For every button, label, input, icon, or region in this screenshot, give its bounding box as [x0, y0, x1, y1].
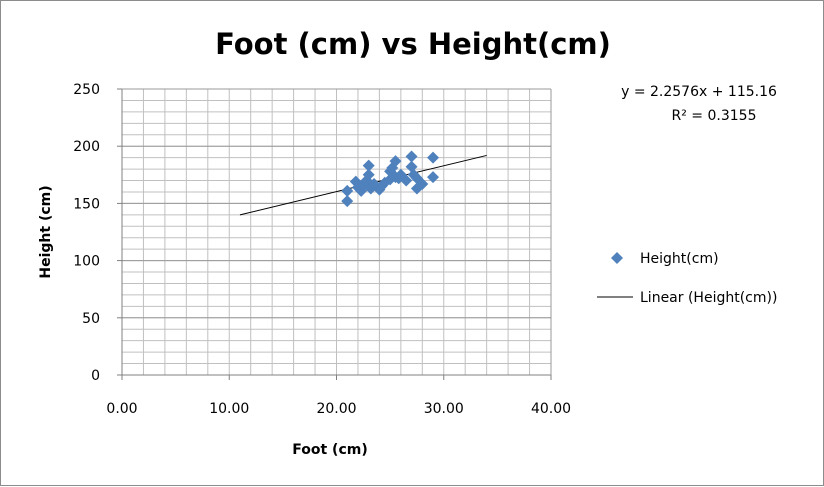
- plot-grid: [121, 88, 552, 376]
- y-tick-label: 200: [73, 139, 100, 155]
- y-tick-label: 0: [91, 368, 100, 384]
- x-tick-label: 20.00: [316, 401, 356, 417]
- data-point: [362, 159, 375, 172]
- chart-title: Foot (cm) vs Height(cm): [215, 27, 611, 61]
- x-tick-label: 40.00: [531, 401, 571, 417]
- legend-label-trend: Linear (Height(cm)): [640, 290, 777, 306]
- x-axis-title: Foot (cm): [292, 442, 367, 458]
- data-point: [427, 151, 440, 164]
- x-tick-label: 0.00: [106, 401, 137, 417]
- axis-ticks: 0.00 10.00 20.00 30.00 40.00 0 50 100 150 200 250: [73, 82, 571, 417]
- y-tick-label: 50: [82, 311, 100, 327]
- data-point: [427, 171, 440, 184]
- data-point: [389, 155, 402, 168]
- data-point: [341, 184, 354, 197]
- y-tick-label: 250: [73, 82, 100, 98]
- data-point: [405, 150, 418, 163]
- x-tick-label: 10.00: [209, 401, 249, 417]
- trendline-r-squared: R² = 0.3155: [672, 108, 757, 124]
- x-tick-label: 30.00: [424, 401, 464, 417]
- data-point: [362, 168, 375, 181]
- y-tick-label: 100: [73, 254, 100, 270]
- data-points: [341, 150, 440, 208]
- y-axis-title: Height (cm): [38, 185, 54, 278]
- data-point: [341, 195, 354, 208]
- legend-label-height: Height(cm): [640, 251, 719, 267]
- trendline-equation: y = 2.2576x + 115.16: [621, 84, 777, 100]
- y-tick-label: 150: [73, 196, 100, 212]
- data-point: [400, 174, 413, 187]
- data-point: [416, 177, 429, 190]
- legend-marker-height: [611, 252, 623, 264]
- legend: Height(cm) Linear (Height(cm)): [597, 251, 777, 306]
